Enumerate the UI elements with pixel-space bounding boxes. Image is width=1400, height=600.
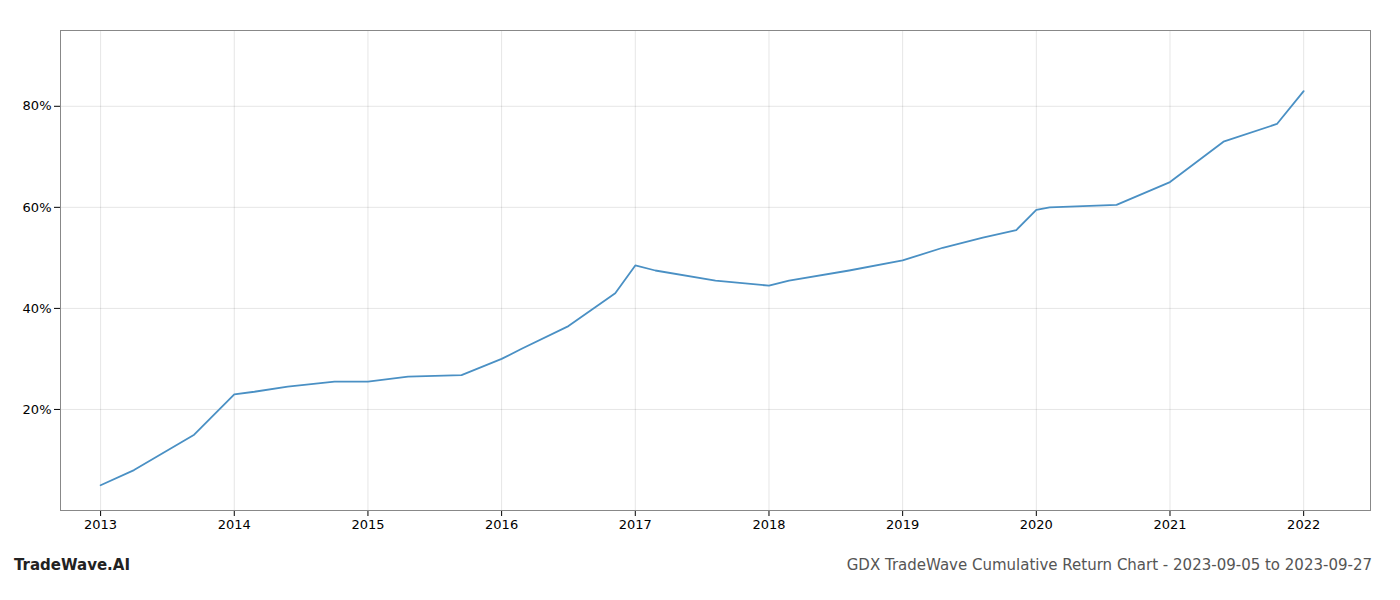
- svg-text:80%: 80%: [23, 98, 52, 113]
- svg-text:2015: 2015: [351, 517, 384, 532]
- svg-text:2018: 2018: [752, 517, 785, 532]
- svg-text:2021: 2021: [1153, 517, 1186, 532]
- svg-text:20%: 20%: [23, 402, 52, 417]
- svg-text:2013: 2013: [84, 517, 117, 532]
- svg-text:40%: 40%: [23, 301, 52, 316]
- svg-text:2019: 2019: [886, 517, 919, 532]
- svg-text:2014: 2014: [218, 517, 251, 532]
- html-text:TradeWave.AI: TradeWave.AI: [14, 556, 130, 574]
- svg-text:2020: 2020: [1020, 517, 1053, 532]
- html-text:GDX TradeWave Cumulative Retur: GDX TradeWave Cumulative Return Chart - …: [846, 556, 1372, 574]
- svg-text:2022: 2022: [1287, 517, 1320, 532]
- svg-text:2017: 2017: [619, 517, 652, 532]
- svg-text:2016: 2016: [485, 517, 518, 532]
- svg-text:60%: 60%: [23, 200, 52, 215]
